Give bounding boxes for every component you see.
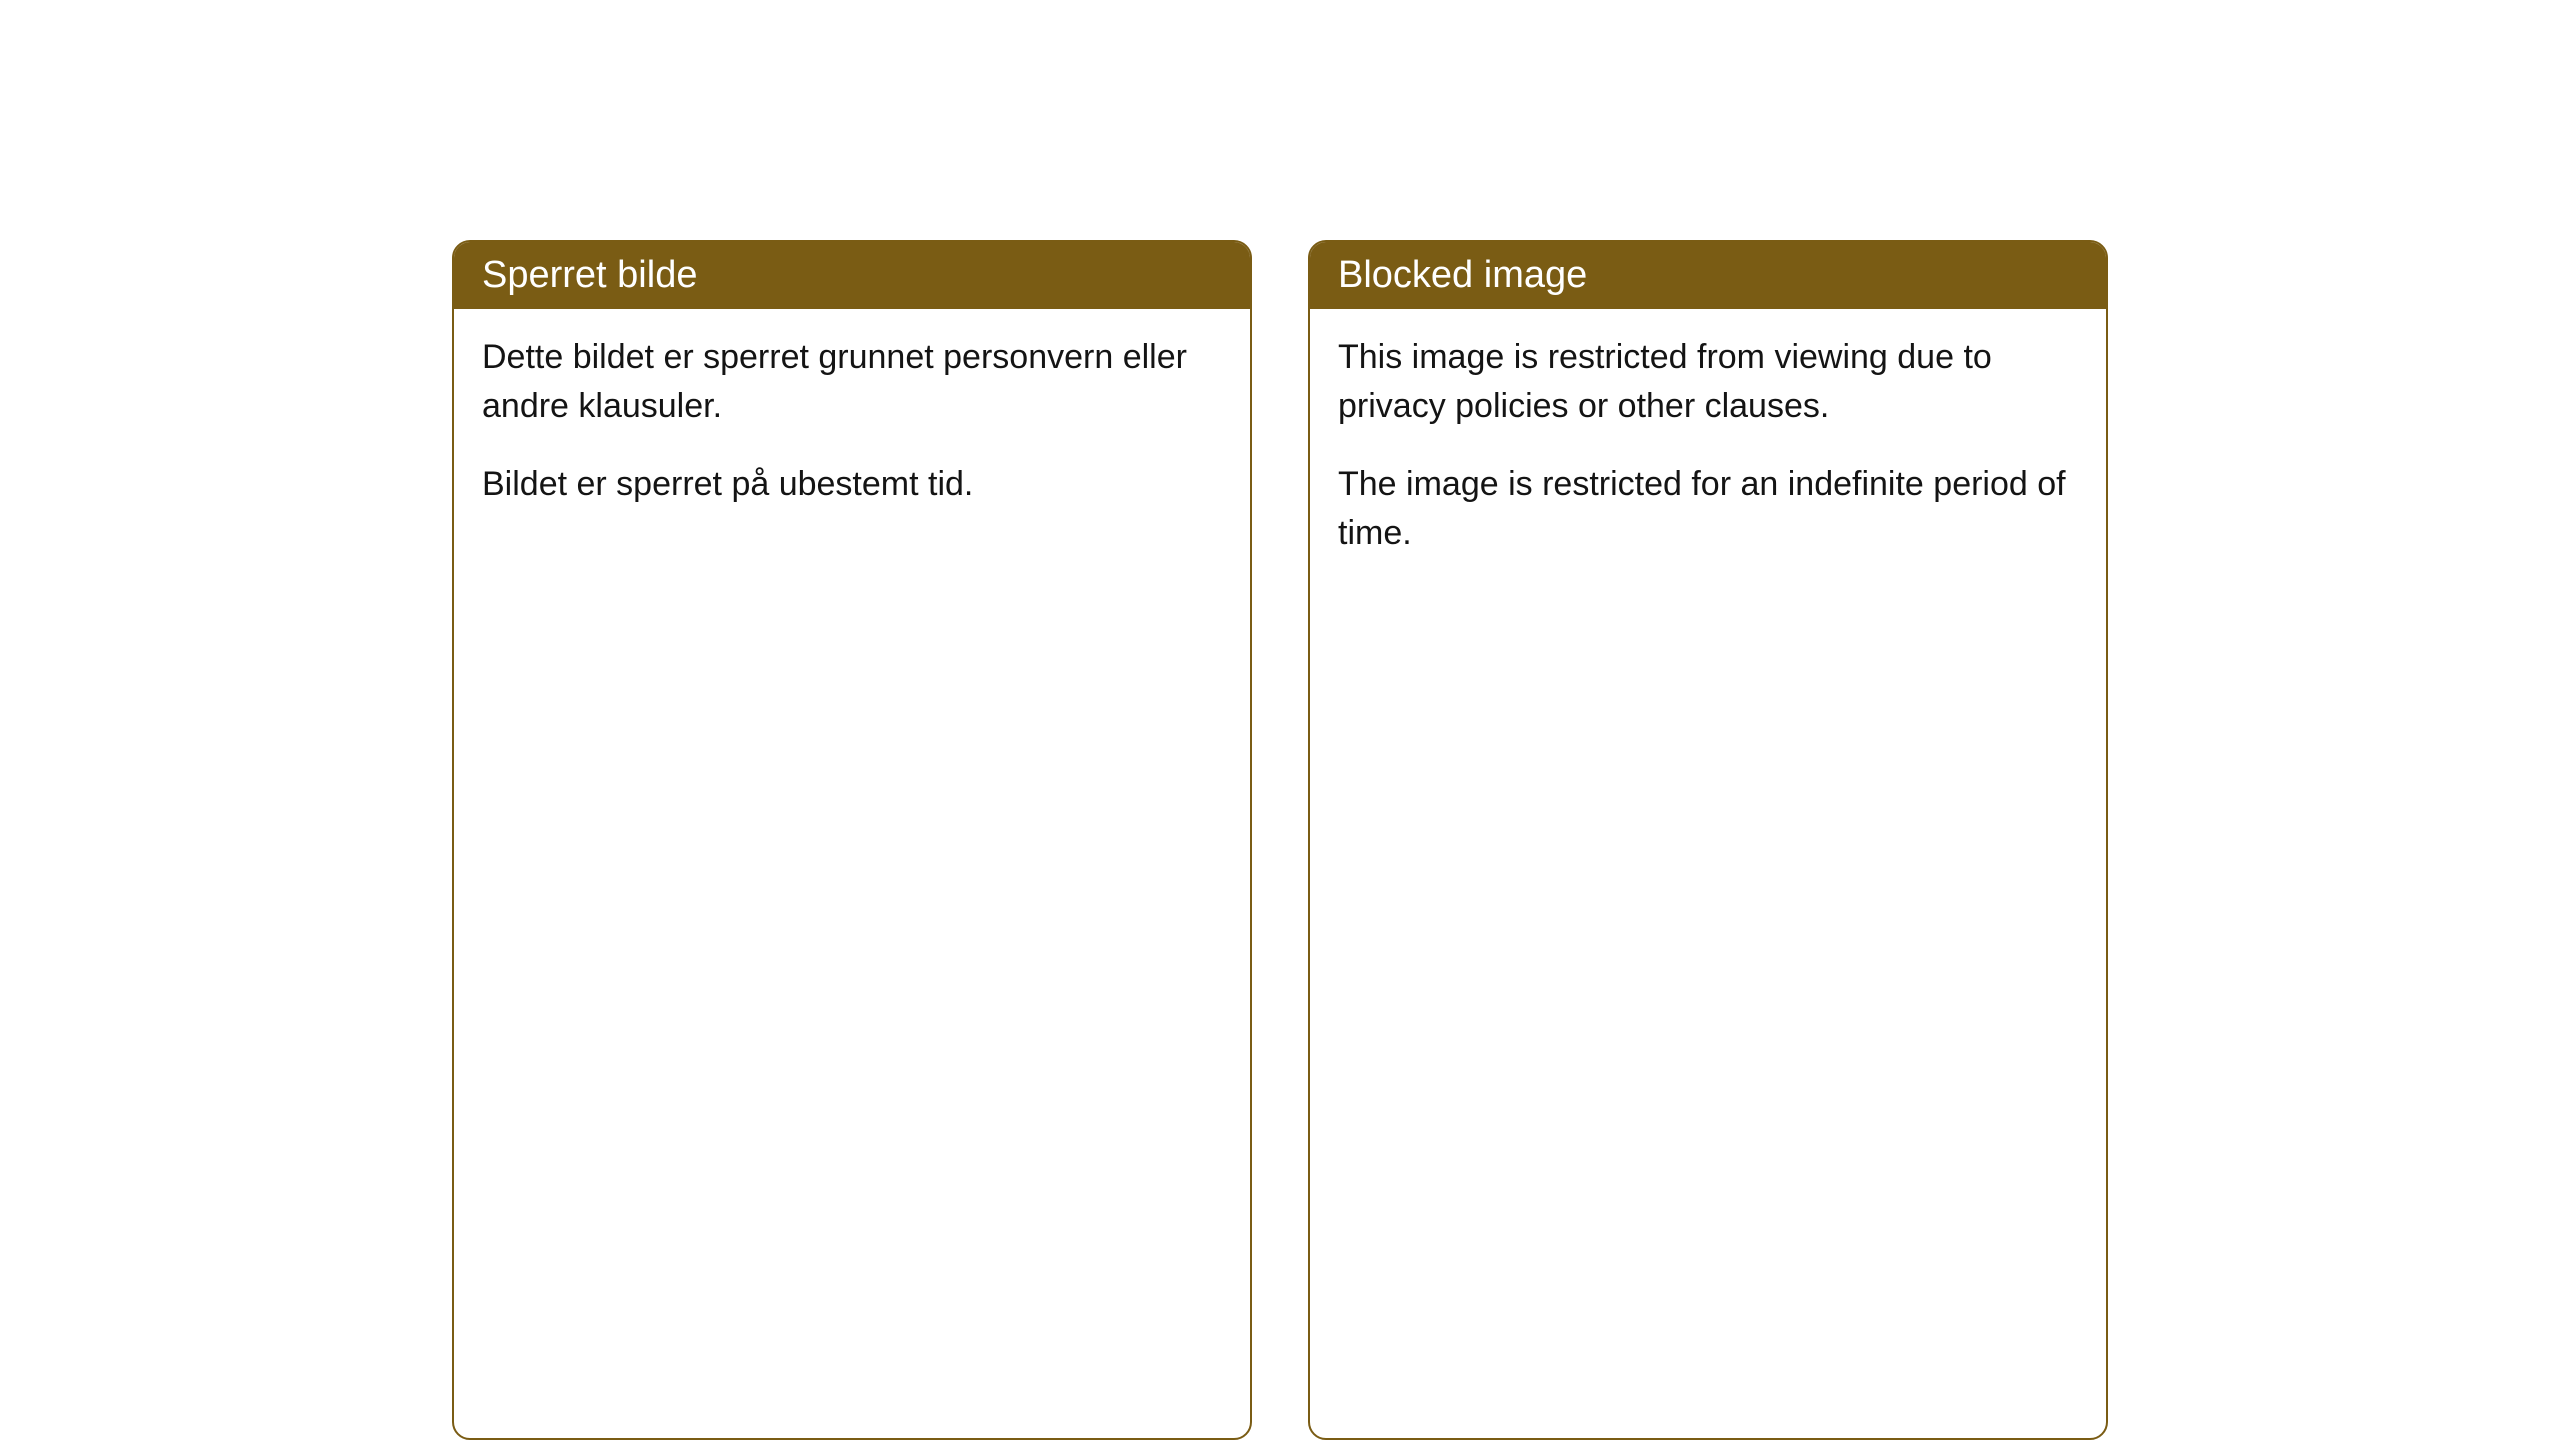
- notice-text-1: Dette bildet er sperret grunnet personve…: [482, 333, 1222, 432]
- card-body-english: This image is restricted from viewing du…: [1310, 309, 2106, 594]
- notice-card-norwegian: Sperret bilde Dette bildet er sperret gr…: [452, 240, 1252, 1440]
- card-header-norwegian: Sperret bilde: [454, 242, 1250, 309]
- notice-text-2: Bildet er sperret på ubestemt tid.: [482, 460, 1222, 509]
- notice-text-1: This image is restricted from viewing du…: [1338, 333, 2078, 432]
- card-body-norwegian: Dette bildet er sperret grunnet personve…: [454, 309, 1250, 545]
- notice-cards-container: Sperret bilde Dette bildet er sperret gr…: [452, 240, 2108, 1440]
- notice-card-english: Blocked image This image is restricted f…: [1308, 240, 2108, 1440]
- notice-text-2: The image is restricted for an indefinit…: [1338, 460, 2078, 559]
- card-header-english: Blocked image: [1310, 242, 2106, 309]
